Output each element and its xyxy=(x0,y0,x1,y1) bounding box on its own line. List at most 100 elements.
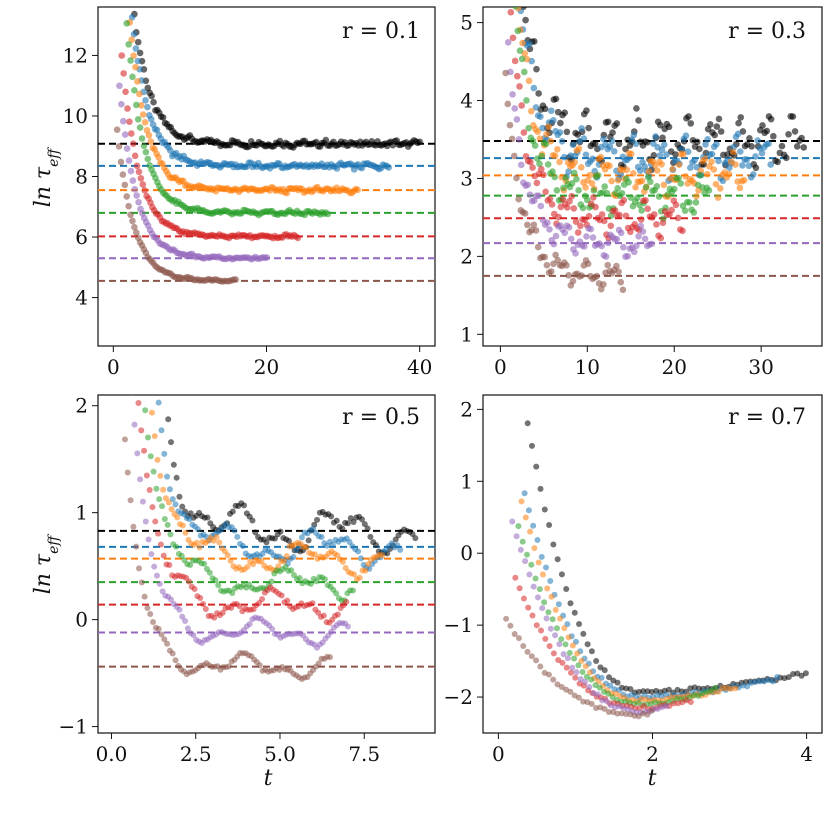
data-point xyxy=(122,88,129,96)
data-point xyxy=(313,578,320,585)
data-point xyxy=(344,623,351,630)
data-point xyxy=(785,130,792,138)
data-point xyxy=(546,195,554,203)
data-point xyxy=(575,662,582,669)
data-point xyxy=(732,685,739,692)
data-point xyxy=(588,700,595,707)
data-point xyxy=(557,119,564,127)
data-point xyxy=(531,545,538,552)
data-point xyxy=(648,707,655,714)
data-point xyxy=(516,585,523,592)
series-red xyxy=(118,52,302,242)
data-point xyxy=(615,140,623,148)
data-point xyxy=(681,207,689,215)
data-point xyxy=(160,486,167,493)
data-point xyxy=(142,407,149,414)
data-point xyxy=(182,618,189,625)
series-purple xyxy=(504,39,655,260)
series-red xyxy=(135,400,350,626)
data-point xyxy=(568,180,576,187)
data-point xyxy=(579,204,587,212)
data-point xyxy=(691,157,698,164)
panel-r07-title: r = 0.7 xyxy=(728,405,806,430)
data-point xyxy=(632,184,639,191)
data-point xyxy=(315,660,322,667)
data-point xyxy=(582,663,589,670)
data-point xyxy=(510,152,518,160)
data-point xyxy=(135,168,143,176)
data-point xyxy=(532,104,540,111)
data-point xyxy=(166,486,173,493)
data-point xyxy=(791,128,799,135)
data-point xyxy=(798,134,805,142)
data-point xyxy=(119,117,127,125)
data-point xyxy=(310,525,317,532)
data-point xyxy=(669,165,676,173)
data-point xyxy=(269,626,276,633)
data-point xyxy=(550,650,557,657)
data-point xyxy=(525,507,532,514)
data-point xyxy=(574,650,581,657)
series-black xyxy=(131,7,423,151)
data-point xyxy=(134,57,142,65)
data-point xyxy=(150,468,157,475)
data-point xyxy=(758,149,766,157)
data-point xyxy=(707,121,714,128)
data-point xyxy=(606,674,613,681)
series-green xyxy=(123,19,332,219)
data-point xyxy=(244,563,251,570)
data-point xyxy=(585,212,593,220)
data-point xyxy=(563,585,570,592)
data-point xyxy=(511,631,518,638)
data-point xyxy=(187,562,194,569)
data-point xyxy=(512,574,519,581)
data-point xyxy=(570,169,578,177)
data-point xyxy=(159,503,166,510)
data-point xyxy=(514,72,521,80)
data-point xyxy=(350,518,357,525)
data-point xyxy=(693,192,700,200)
data-point xyxy=(686,199,693,206)
data-point xyxy=(118,100,125,108)
data-point xyxy=(704,135,711,143)
data-point xyxy=(767,161,775,168)
data-point xyxy=(740,176,748,184)
data-point xyxy=(263,254,271,261)
data-point xyxy=(515,523,522,530)
data-point xyxy=(219,609,226,616)
data-point xyxy=(538,627,545,634)
data-point xyxy=(138,135,146,142)
data-point xyxy=(606,143,614,150)
data-point xyxy=(134,450,141,457)
data-point xyxy=(675,161,683,169)
data-point xyxy=(561,109,569,116)
data-point xyxy=(672,201,680,209)
data-point xyxy=(752,164,760,172)
data-point xyxy=(135,400,142,407)
xtick-label: 30 xyxy=(748,355,773,379)
data-point xyxy=(204,514,211,521)
ylabel-top-sub: eff xyxy=(46,147,62,167)
data-point xyxy=(364,525,371,532)
data-point xyxy=(155,530,162,537)
data-point xyxy=(164,473,171,480)
data-point xyxy=(623,166,631,174)
data-point xyxy=(754,137,761,144)
data-point xyxy=(523,97,530,104)
data-point xyxy=(532,575,539,582)
data-point xyxy=(586,684,593,691)
data-point xyxy=(409,530,416,537)
data-point xyxy=(537,663,544,670)
data-point xyxy=(609,129,616,136)
data-point xyxy=(656,152,664,159)
data-point xyxy=(711,131,718,139)
data-point xyxy=(566,649,573,656)
data-point xyxy=(650,140,657,147)
data-point xyxy=(730,148,737,156)
data-point xyxy=(638,177,646,185)
data-point xyxy=(577,676,584,683)
data-point xyxy=(583,233,590,240)
data-point xyxy=(504,39,512,46)
data-point xyxy=(532,227,540,234)
data-point xyxy=(553,625,560,632)
